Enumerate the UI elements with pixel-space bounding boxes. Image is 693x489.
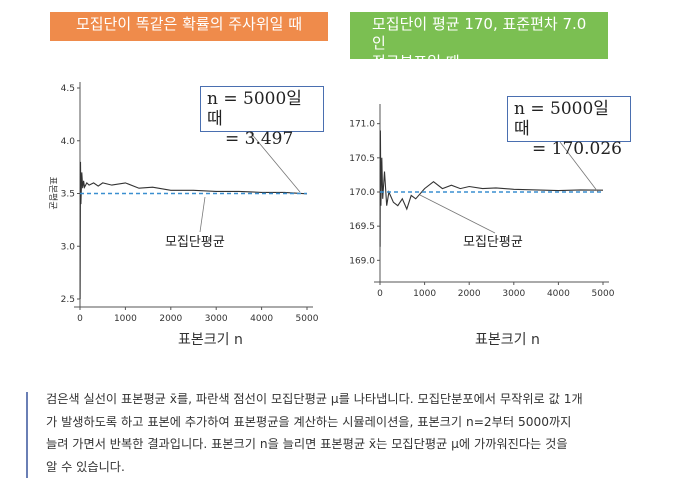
y-tick-label: 4.5 xyxy=(61,84,75,94)
y-tick-label: 169.5 xyxy=(349,222,375,232)
y-axis-title: 표본평균 xyxy=(47,176,58,209)
left-chart-annotation: n = 5000일 때 = 3.497 xyxy=(200,86,324,149)
pop-mean-leader-line xyxy=(199,196,206,233)
right-chart-annotation: n = 5000일 때 = 170.026 xyxy=(507,96,631,159)
right-banner-line1: 모집단이 평균 170, 표준편차 7.0인 xyxy=(372,15,587,52)
y-tick-label: 4.0 xyxy=(61,137,76,147)
x-tick-label: 0 xyxy=(77,314,83,324)
x-axis-title: 표본크기 n xyxy=(475,332,540,348)
annotation-leader-line xyxy=(559,141,599,193)
right-chart: 169.0 169.5 170.0 170.5 171.0 0 1000 2000 3000 40… xyxy=(349,104,615,348)
caption-line: 알 수 있습니다. xyxy=(46,459,125,474)
x-tick-label: 3000 xyxy=(502,289,525,299)
left-annotation-line2: = 3.497 xyxy=(225,129,294,149)
caption-line: 검은색 실선이 표본평균 x̄를, 파란색 점선이 모집단평균 μ를 나타냅니다… xyxy=(46,392,583,406)
y-tick-label: 169.0 xyxy=(349,256,375,266)
pop-mean-leader-line xyxy=(419,194,496,234)
sample-mean-line xyxy=(79,161,308,300)
left-annotation-line1: n = 5000일 때 xyxy=(207,89,302,129)
y-tick-label: 2.5 xyxy=(61,295,75,305)
y-tick-label: 3.5 xyxy=(61,190,75,200)
left-chart-banner: 모집단이 똑같은 확률의 주사위일 때 xyxy=(50,12,328,41)
y-tick-label: 170.0 xyxy=(349,188,375,198)
caption-accent-bar xyxy=(26,392,28,478)
x-axis-title: 표본크기 n xyxy=(178,332,243,348)
x-tick-label: 5000 xyxy=(296,314,319,324)
caption-line: 가 발생하도록 하고 표본에 추가하여 표본평균을 계산하는 시뮬레이션을, 표… xyxy=(46,414,572,429)
left-chart: 2.5 3.0 3.5 4.0 4.5 0 1000 2000 3000 4000 5000 표본크기… xyxy=(47,82,319,348)
x-tick-label: 1000 xyxy=(114,314,137,324)
x-tick-label: 4000 xyxy=(250,314,273,324)
annotation-leader-line xyxy=(249,131,301,193)
x-tick-label: 0 xyxy=(377,289,383,299)
x-tick-label: 5000 xyxy=(592,289,615,299)
caption-line: 늘려 가면서 반복한 결과입니다. 표본크기 n을 늘리면 표본평균 x̄는 모… xyxy=(46,437,568,451)
population-mean-label: 모집단평균 xyxy=(165,235,225,250)
right-chart-banner: 모집단이 평균 170, 표준편차 7.0인 정규분포일 때 xyxy=(350,12,608,71)
x-tick-label: 2000 xyxy=(159,314,182,324)
caption: 검은색 실선이 표본평균 x̄를, 파란색 점선이 모집단평균 μ를 나타냅니다… xyxy=(46,388,666,478)
y-tick-label: 3.0 xyxy=(61,242,76,252)
y-tick-label: 170.5 xyxy=(349,154,375,164)
right-banner-line2: 정규분포일 때 xyxy=(372,53,460,71)
x-tick-label: 2000 xyxy=(458,289,481,299)
sample-mean-line xyxy=(379,130,604,247)
x-tick-label: 3000 xyxy=(205,314,228,324)
right-annotation-line2: = 170.026 xyxy=(532,139,622,159)
population-mean-label: 모집단평균 xyxy=(463,235,523,250)
charts-svg: 2.5 3.0 3.5 4.0 4.5 0 1000 2000 3000 4000 5000 표본크기… xyxy=(47,82,615,348)
x-tick-label: 1000 xyxy=(413,289,436,299)
right-annotation-line1: n = 5000일 때 xyxy=(514,99,609,139)
y-tick-label: 171.0 xyxy=(349,120,375,130)
x-tick-label: 4000 xyxy=(547,289,570,299)
